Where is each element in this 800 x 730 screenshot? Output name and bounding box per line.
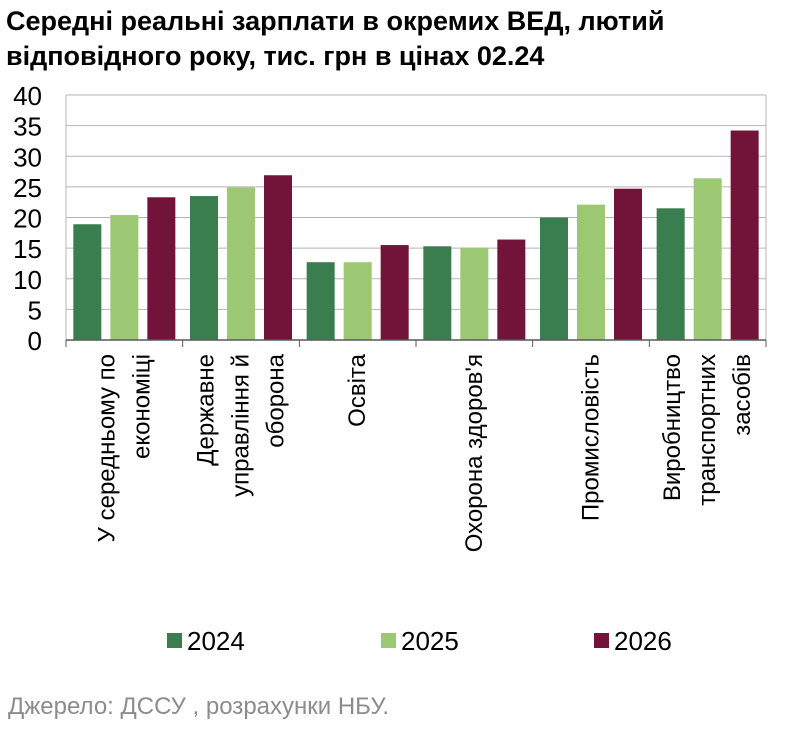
source-note: Джерело: ДССУ , розрахунки НБУ.	[8, 693, 390, 720]
x-category-label-2-line-0: Освіта	[344, 353, 371, 426]
bar-2026-cat-3	[497, 239, 526, 340]
x-category-label-1-line-1: управління й	[228, 354, 255, 497]
y-tick-label-5: 5	[28, 295, 42, 325]
bar-2024-cat-3	[423, 246, 452, 340]
y-tick-label-10: 10	[13, 265, 42, 295]
y-tick-label-20: 20	[13, 204, 42, 234]
legend-label-2024: 2024	[187, 626, 245, 656]
x-category-label-0-line-0: У середньому по	[93, 354, 120, 542]
bar-2024-cat-4	[540, 217, 568, 340]
bar-2025-cat-0	[110, 215, 139, 340]
legend-label-2025: 2025	[401, 626, 459, 656]
x-category-label-5-line-0: Виробництво	[659, 354, 686, 501]
x-category-label-3-line-0: Охорона здоров'я	[461, 354, 488, 552]
bar-2025-cat-5	[693, 178, 722, 340]
bar-2026-cat-4	[614, 188, 642, 340]
y-tick-label-0: 0	[28, 326, 42, 356]
bar-2026-cat-5	[730, 130, 759, 340]
y-tick-label-40: 40	[13, 81, 42, 111]
y-tick-label-35: 35	[13, 112, 42, 142]
legend-swatch-2025	[381, 633, 396, 648]
x-category-label-1-line-0: Державне	[193, 354, 220, 466]
bar-2025-cat-3	[460, 247, 489, 340]
bar-2025-cat-4	[577, 204, 605, 340]
chart-title-line-1: Середні реальні зарплати в окремих ВЕД, …	[6, 6, 665, 36]
legend-swatch-2024	[167, 633, 182, 648]
y-tick-label-30: 30	[13, 142, 42, 172]
y-tick-label-25: 25	[13, 173, 42, 203]
bar-2026-cat-0	[147, 197, 176, 340]
x-category-label-5-line-2: засобів	[729, 354, 756, 436]
bar-2025-cat-2	[343, 262, 372, 340]
chart-title: Середні реальні зарплати в окремих ВЕД, …	[6, 4, 796, 74]
chart-title-line-2: відповідного року, тис. грн в цінах 02.2…	[6, 41, 545, 71]
x-category-label-4-line-0: Промисловість	[578, 354, 605, 521]
bar-2024-cat-5	[656, 208, 685, 340]
y-tick-label-15: 15	[13, 234, 42, 264]
legend-swatch-2026	[594, 633, 609, 648]
x-category-label-0-line-1: економіці	[128, 354, 155, 459]
x-category-label-1-line-2: оборона	[263, 353, 290, 447]
bar-2024-cat-2	[306, 262, 335, 340]
bar-2024-cat-1	[190, 196, 218, 340]
bar-2026-cat-1	[264, 175, 292, 340]
bar-2024-cat-0	[73, 224, 102, 340]
bar-2025-cat-1	[227, 187, 255, 340]
x-category-label-5-line-1: транспортних	[694, 354, 721, 506]
legend-label-2026: 2026	[614, 626, 672, 656]
bar-2026-cat-2	[380, 245, 409, 340]
